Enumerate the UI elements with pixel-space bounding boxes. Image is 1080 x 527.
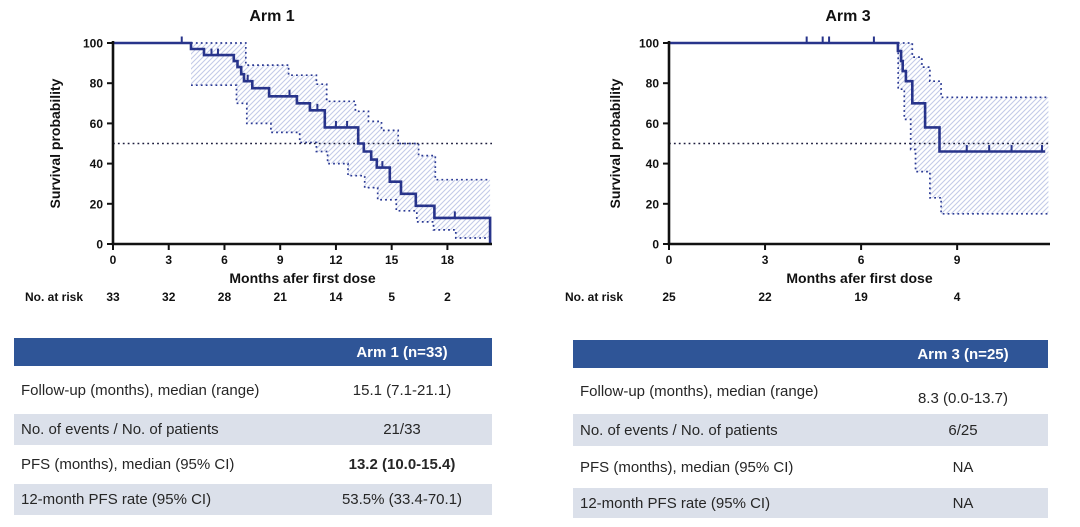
svg-text:18: 18 (441, 253, 455, 267)
table-row: PFS (months), median (95% CI) 13.2 (10.0… (14, 447, 492, 482)
svg-text:80: 80 (90, 77, 104, 91)
table-row: PFS (months), median (95% CI) NA (573, 448, 1048, 486)
svg-text:12: 12 (329, 253, 343, 267)
row-label: Follow-up (months), median (range) (21, 381, 260, 399)
svg-text:Survival probability: Survival probability (607, 78, 623, 208)
svg-text:0: 0 (96, 238, 103, 252)
svg-text:0: 0 (110, 253, 117, 267)
row-value: 13.2 (10.0-15.4) (348, 456, 456, 473)
row-value: 15.1 (7.1-21.1) (352, 381, 452, 399)
row-label: PFS (months), median (95% CI) (21, 456, 235, 473)
svg-text:60: 60 (90, 117, 104, 131)
svg-text:19: 19 (854, 290, 868, 304)
svg-text:14: 14 (329, 290, 343, 304)
summary-table-arm3: Arm 3 (n=25) Follow-up (months), median … (573, 340, 1048, 518)
svg-text:20: 20 (90, 197, 104, 211)
row-label: 12-month PFS rate (95% CI) (21, 491, 212, 508)
row-label: Follow-up (months), median (range) (580, 382, 819, 400)
table-row: 12-month PFS rate (95% CI) NA (573, 488, 1048, 518)
table-header-label: Arm 3 (n=25) (917, 345, 1009, 363)
svg-text:Survival probability: Survival probability (47, 78, 63, 208)
svg-text:0: 0 (666, 253, 673, 267)
row-value: 21/33 (383, 421, 421, 438)
svg-text:32: 32 (162, 290, 176, 304)
svg-text:6: 6 (858, 253, 865, 267)
confidence-band (191, 43, 491, 238)
summary-table-arm1: Arm 1 (n=33) Follow-up (months), median … (14, 338, 492, 515)
svg-text:60: 60 (646, 117, 660, 131)
svg-text:80: 80 (646, 77, 660, 91)
table-row: No. of events / No. of patients 6/25 (573, 414, 1048, 446)
table-header-arm3: Arm 3 (n=25) (573, 340, 1048, 368)
svg-text:100: 100 (83, 37, 103, 51)
row-label: No. of events / No. of patients (580, 421, 778, 439)
svg-text:Arm 1: Arm 1 (249, 8, 294, 25)
svg-text:15: 15 (385, 253, 399, 267)
svg-text:2: 2 (444, 290, 451, 304)
row-value: NA (952, 458, 974, 476)
row-value: 53.5% (33.4-70.1) (341, 491, 463, 508)
survival-curve (669, 41, 1046, 153)
svg-text:9: 9 (954, 253, 961, 267)
table-row: 12-month PFS rate (95% CI) 53.5% (33.4-7… (14, 484, 492, 515)
svg-text:21: 21 (274, 290, 288, 304)
svg-text:9: 9 (277, 253, 284, 267)
table-header-label: Arm 1 (n=33) (356, 343, 448, 361)
table-row: Follow-up (months), median (range) 8.3 (… (573, 370, 1048, 412)
row-label: PFS (months), median (95% CI) (580, 458, 794, 476)
svg-text:28: 28 (218, 290, 232, 304)
svg-text:4: 4 (954, 290, 961, 304)
svg-text:40: 40 (646, 157, 660, 171)
table-row: No. of events / No. of patients 21/33 (14, 414, 492, 445)
ci-lower-line (897, 42, 1049, 215)
table-row: Follow-up (months), median (range) 15.1 … (14, 368, 492, 412)
svg-text:100: 100 (639, 37, 659, 51)
svg-text:40: 40 (90, 157, 104, 171)
svg-text:Months afer first dose: Months afer first dose (786, 270, 932, 286)
svg-text:20: 20 (646, 197, 660, 211)
svg-text:22: 22 (758, 290, 772, 304)
ci-lower-line (191, 84, 491, 239)
svg-text:3: 3 (762, 253, 769, 267)
row-value: 6/25 (948, 421, 978, 439)
svg-text:25: 25 (662, 290, 676, 304)
row-value: 8.3 (0.0-13.7) (917, 390, 1009, 407)
km-chart-arm3: 0 20 40 60 80 100 0 3 6 9 Arm 3 Months afer first d… (565, 8, 1050, 304)
svg-text:3: 3 (165, 253, 172, 267)
km-chart-arm1: 0 20 40 60 80 100 0 3 6 9 12 15 18 Arm 1 Months afer f… (25, 8, 492, 304)
svg-text:33: 33 (106, 290, 120, 304)
svg-text:No. at risk: No. at risk (565, 290, 623, 304)
row-label: No. of events / No. of patients (21, 421, 219, 438)
confidence-band (897, 43, 1049, 214)
table-header-arm1: Arm 1 (n=33) (14, 338, 492, 366)
svg-text:6: 6 (221, 253, 228, 267)
svg-text:Months afer first dose: Months afer first dose (229, 270, 375, 286)
svg-text:0: 0 (652, 238, 659, 252)
svg-text:Arm 3: Arm 3 (825, 8, 870, 25)
row-label: 12-month PFS rate (95% CI) (580, 494, 771, 512)
row-value: NA (952, 494, 974, 512)
survival-curve (113, 41, 492, 244)
svg-text:No. at risk: No. at risk (25, 290, 83, 304)
svg-text:5: 5 (388, 290, 395, 304)
